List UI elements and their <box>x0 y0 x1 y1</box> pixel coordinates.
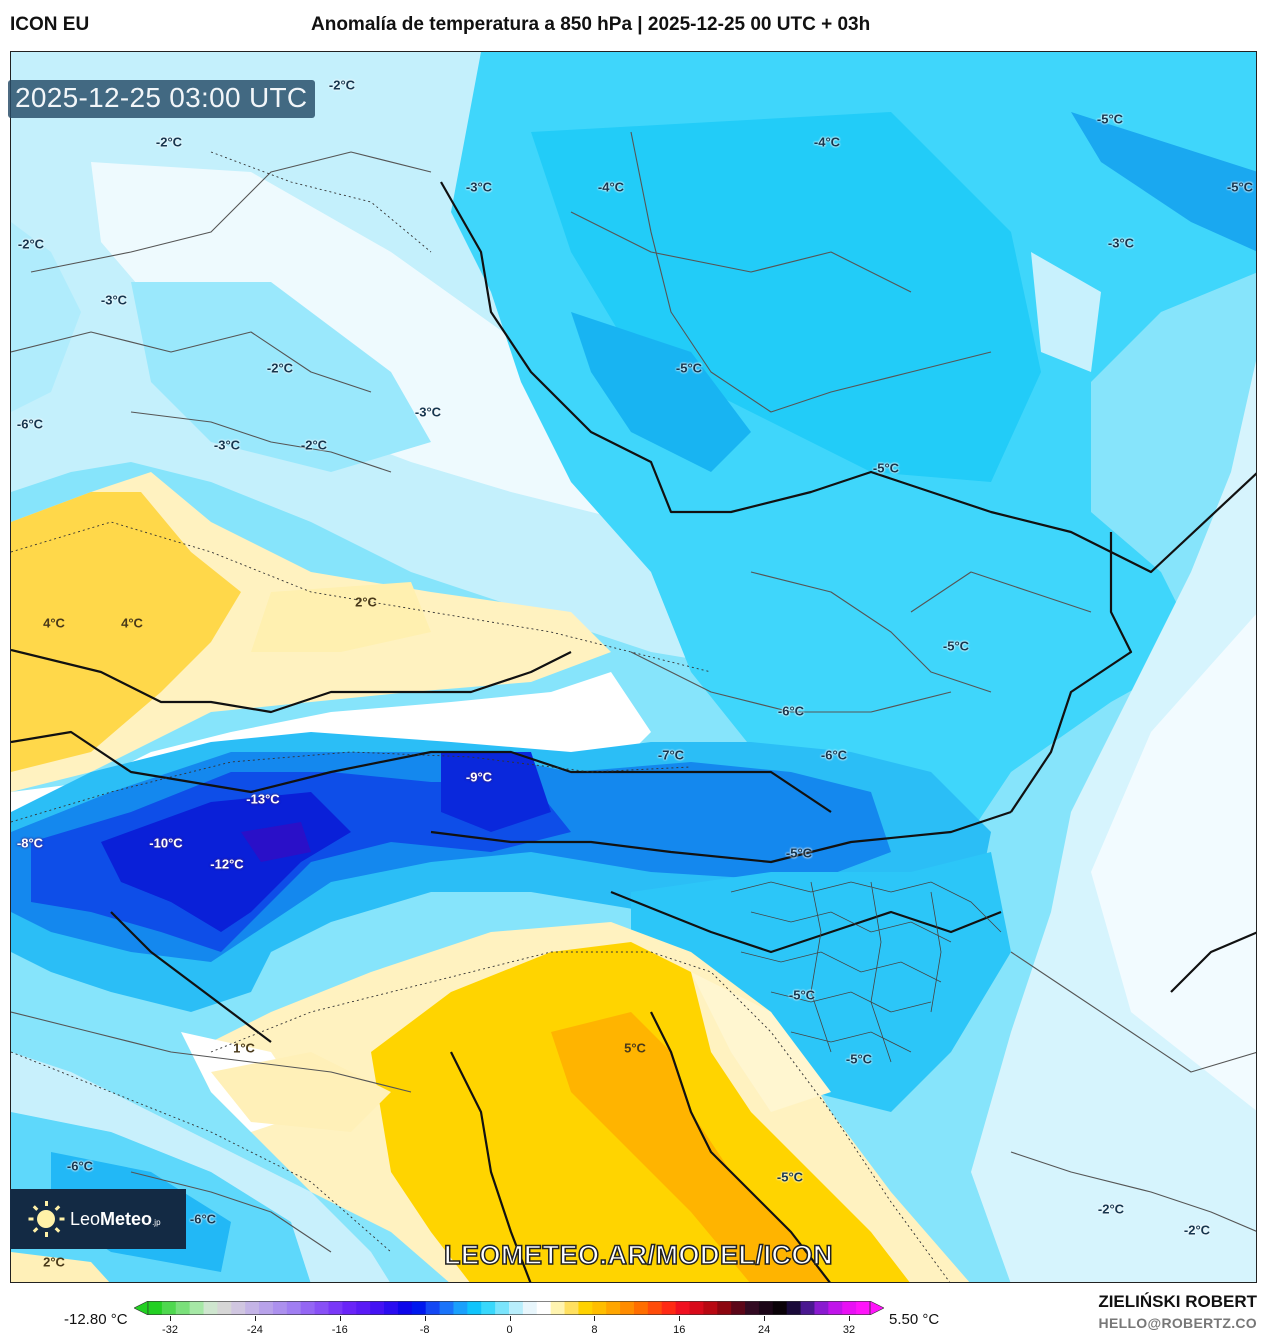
logo-bold-text: Meteo <box>100 1208 153 1229</box>
contour-label: -3°C <box>1107 235 1135 251</box>
colorbar-tick <box>509 1316 511 1321</box>
leometeo-logo[interactable]: LeoMeteo.jp <box>10 1189 186 1249</box>
contour-label: 2°C <box>355 594 377 610</box>
colorbar-tick <box>764 1316 766 1321</box>
colorbar-tick <box>849 1316 850 1321</box>
contour-label: -5°C <box>785 845 813 861</box>
colorbar-tick-label: 24 <box>758 1324 771 1336</box>
contour-label: 1°C <box>233 1040 255 1056</box>
contour-label: -2°C <box>1183 1222 1211 1238</box>
author-email[interactable]: HELLO@ROBERTZ.CO <box>1098 1315 1257 1331</box>
watermark-url: LEOMETEO.AR/MODEL/ICON <box>443 1239 833 1271</box>
contour-label: -3°C <box>100 292 128 308</box>
contour-label: -5°C <box>788 987 816 1003</box>
contour-label: -10°C <box>149 835 183 851</box>
contour-label: -8°C <box>16 835 44 851</box>
author-name: ZIELIŃSKI ROBERT <box>1098 1292 1257 1311</box>
contour-label: 4°C <box>121 615 143 631</box>
chart-title: Anomalía de temperatura a 850 hPa | 2025… <box>311 14 871 35</box>
contour-label: -5°C <box>1226 179 1254 195</box>
contour-label: -12°C <box>210 856 244 872</box>
contour-label: -6°C <box>66 1158 94 1174</box>
colorbar-tick-label: -24 <box>246 1324 263 1336</box>
map-field <box>11 52 1256 1282</box>
contour-label: -5°C <box>845 1051 873 1067</box>
contour-label: -3°C <box>465 179 493 195</box>
contour-label: -3°C <box>213 437 241 453</box>
contour-label: -5°C <box>675 360 703 376</box>
colorbar <box>134 1301 884 1315</box>
contour-label: -6°C <box>820 747 848 763</box>
colorbar-tick <box>339 1316 341 1321</box>
contour-label: -6°C <box>189 1211 217 1227</box>
sun-icon <box>28 1201 64 1237</box>
colorbar-tick <box>254 1316 256 1321</box>
contour-label: -4°C <box>813 134 841 150</box>
contour-label: -6°C <box>16 416 44 432</box>
colorbar-tick <box>594 1316 596 1321</box>
logo-wordmark: LeoMeteo.jp <box>70 1209 161 1230</box>
contour-label: -2°C <box>1097 1201 1125 1217</box>
contour-label: -13°C <box>246 791 280 807</box>
contour-label: -5°C <box>872 460 900 476</box>
contour-label: -5°C <box>776 1169 804 1185</box>
logo-light-text: Leo <box>70 1208 101 1229</box>
contour-label: -2°C <box>17 236 45 252</box>
header-model-name: ICON EU <box>10 14 90 35</box>
colorbar-tick-label: 32 <box>842 1324 856 1336</box>
colorbar-max-label: 5.50 °C <box>889 1311 940 1328</box>
colorbar-tick-label: -32 <box>162 1324 178 1336</box>
colorbar-min-label: -12.80 °C <box>64 1311 128 1328</box>
contour-label: -5°C <box>1096 111 1124 127</box>
contour-label: 2°C <box>43 1254 65 1270</box>
colorbar-tick-label: 16 <box>673 1324 686 1336</box>
contour-label: -7°C <box>657 747 685 763</box>
valid-time-badge: 2025-12-25 03:00 UTC <box>8 80 316 118</box>
contour-label: -2°C <box>155 134 183 150</box>
contour-label: 5°C <box>624 1040 646 1056</box>
colorbar-tick-label: -8 <box>419 1324 430 1336</box>
colorbar-tick <box>170 1316 171 1321</box>
contour-label: -9°C <box>465 769 493 785</box>
colorbar-tick-label: -16 <box>331 1324 348 1336</box>
colorbar-tick-label: 0 <box>506 1324 513 1336</box>
contour-label: -5°C <box>942 638 970 654</box>
colorbar-tick <box>679 1316 681 1321</box>
contour-label: -2°C <box>328 77 356 93</box>
colorbar-tick-label: 8 <box>591 1324 598 1336</box>
contour-label: 4°C <box>43 615 65 631</box>
contour-label: -4°C <box>597 179 625 195</box>
contour-label: -6°C <box>777 703 805 719</box>
contour-label: -2°C <box>266 360 294 376</box>
contour-label: -3°C <box>414 404 442 420</box>
contour-label: -2°C <box>300 437 328 453</box>
colorbar-tick <box>424 1316 426 1321</box>
temperature-anomaly-map[interactable]: -2°C -2°C -3°C -4°C -4°C -5°C -5°C -3°C -2°C -3°C… <box>10 51 1257 1283</box>
logo-suffix-text: .jp <box>152 1217 161 1227</box>
